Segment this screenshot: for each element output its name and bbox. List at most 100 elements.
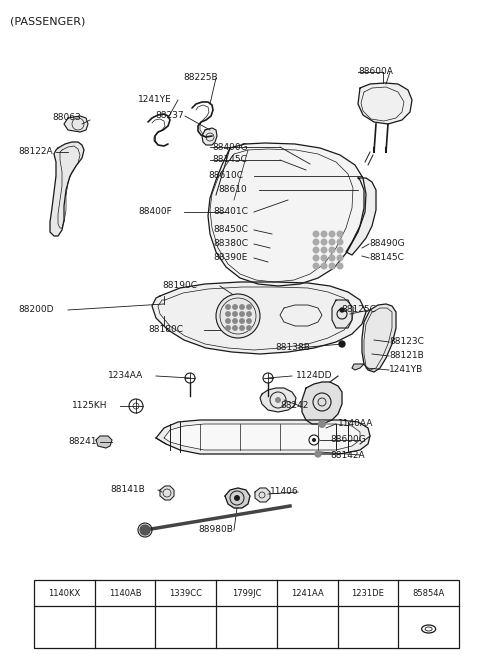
Circle shape	[337, 263, 343, 269]
Polygon shape	[332, 300, 352, 328]
Text: 88401C: 88401C	[213, 208, 248, 217]
Circle shape	[337, 255, 343, 261]
Circle shape	[240, 326, 244, 330]
Text: 88450C: 88450C	[213, 225, 248, 234]
Circle shape	[305, 619, 309, 623]
Circle shape	[329, 263, 335, 269]
Text: 88600A: 88600A	[358, 67, 393, 77]
Text: 1799JC: 1799JC	[232, 588, 261, 597]
Text: 1140AB: 1140AB	[109, 588, 142, 597]
Circle shape	[321, 247, 327, 253]
Text: 88610: 88610	[218, 185, 247, 195]
Circle shape	[312, 438, 316, 442]
Circle shape	[247, 319, 251, 323]
Text: 1241YE: 1241YE	[138, 96, 172, 105]
Polygon shape	[225, 488, 250, 508]
Polygon shape	[346, 178, 376, 255]
Circle shape	[233, 312, 237, 316]
Circle shape	[226, 319, 230, 323]
Circle shape	[315, 451, 321, 457]
Text: 88241: 88241	[68, 438, 96, 447]
Text: 88490G: 88490G	[212, 143, 248, 151]
Circle shape	[321, 255, 327, 261]
Text: 88980B: 88980B	[198, 525, 233, 534]
Circle shape	[240, 319, 244, 323]
Circle shape	[313, 239, 319, 245]
Circle shape	[226, 326, 230, 330]
Text: 88600G: 88600G	[330, 436, 366, 445]
Polygon shape	[156, 420, 370, 454]
Text: 88390E: 88390E	[213, 253, 247, 263]
Polygon shape	[352, 364, 364, 370]
Text: 1140KX: 1140KX	[48, 588, 81, 597]
Text: 88125C: 88125C	[341, 305, 376, 314]
Circle shape	[234, 495, 240, 501]
Polygon shape	[160, 486, 174, 500]
Circle shape	[247, 326, 251, 330]
Circle shape	[329, 247, 335, 253]
Circle shape	[329, 231, 335, 237]
Polygon shape	[302, 382, 342, 424]
Circle shape	[337, 231, 343, 237]
Circle shape	[233, 305, 237, 309]
Polygon shape	[202, 128, 217, 145]
Text: 88610C: 88610C	[208, 172, 243, 181]
Circle shape	[321, 231, 327, 237]
Text: 1234AA: 1234AA	[108, 371, 143, 381]
Circle shape	[275, 397, 281, 403]
Circle shape	[337, 239, 343, 245]
Circle shape	[321, 263, 327, 269]
Polygon shape	[50, 142, 84, 236]
Polygon shape	[96, 436, 112, 448]
Text: 88190C: 88190C	[162, 282, 197, 291]
Circle shape	[140, 525, 150, 535]
Circle shape	[240, 312, 244, 316]
Circle shape	[318, 420, 326, 428]
Circle shape	[247, 312, 251, 316]
Circle shape	[313, 247, 319, 253]
Text: 1140AA: 1140AA	[338, 419, 373, 428]
Circle shape	[329, 255, 335, 261]
Circle shape	[321, 239, 327, 245]
Text: 88380C: 88380C	[213, 240, 248, 248]
Circle shape	[340, 308, 344, 312]
Text: 88141B: 88141B	[110, 485, 145, 495]
Circle shape	[233, 319, 237, 323]
Text: 88242: 88242	[280, 402, 308, 411]
Text: 85854A: 85854A	[412, 588, 445, 597]
Text: 88063: 88063	[52, 113, 81, 122]
Circle shape	[339, 341, 345, 347]
Polygon shape	[152, 282, 366, 354]
Text: 1125KH: 1125KH	[72, 402, 108, 411]
Text: 88138B: 88138B	[275, 343, 310, 352]
Polygon shape	[255, 488, 270, 502]
Text: 1241AA: 1241AA	[291, 588, 324, 597]
Text: (PASSENGER): (PASSENGER)	[10, 16, 85, 26]
Circle shape	[313, 255, 319, 261]
Text: 88142A: 88142A	[330, 451, 365, 460]
Circle shape	[216, 294, 260, 338]
Text: 88123C: 88123C	[389, 337, 424, 346]
Text: 88225B: 88225B	[183, 73, 217, 83]
Text: 88200D: 88200D	[18, 305, 53, 314]
Circle shape	[240, 305, 244, 309]
Text: 1339CC: 1339CC	[169, 588, 202, 597]
Circle shape	[226, 312, 230, 316]
Polygon shape	[260, 388, 296, 412]
Circle shape	[329, 239, 335, 245]
Text: 88145C: 88145C	[212, 155, 247, 164]
Text: 1124DD: 1124DD	[296, 371, 333, 381]
Polygon shape	[164, 424, 360, 450]
Text: 1231DE: 1231DE	[351, 588, 384, 597]
Circle shape	[226, 305, 230, 309]
Polygon shape	[362, 304, 396, 372]
Bar	[34, 580, 459, 648]
Text: 88122A: 88122A	[18, 147, 53, 157]
Circle shape	[313, 263, 319, 269]
Text: 88490G: 88490G	[369, 240, 405, 248]
Text: 88400F: 88400F	[138, 208, 172, 217]
Polygon shape	[64, 116, 88, 132]
Circle shape	[247, 305, 251, 309]
Circle shape	[337, 247, 343, 253]
Polygon shape	[208, 143, 366, 286]
